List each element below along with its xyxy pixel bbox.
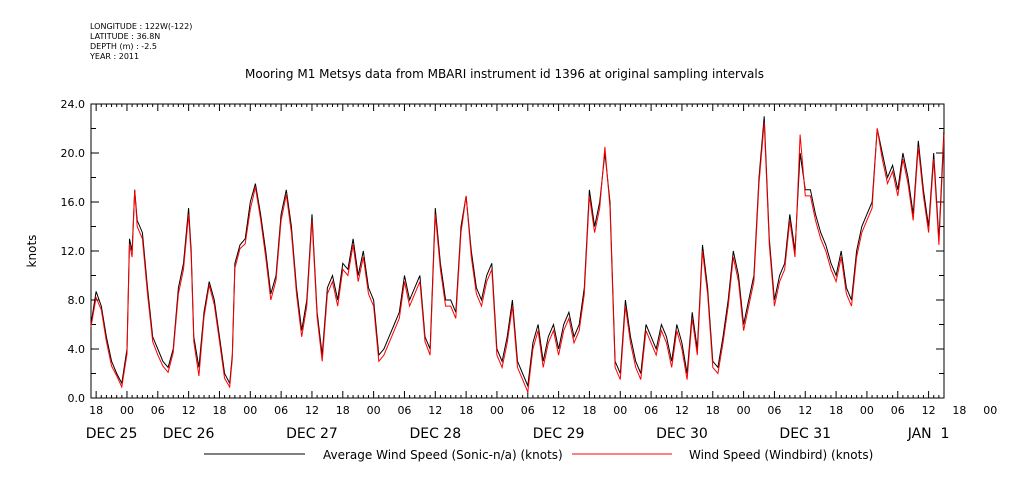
x-hour-label: 18 <box>582 404 596 417</box>
x-hour-label: 12 <box>552 404 566 417</box>
x-date-label: DEC 25 <box>86 426 138 442</box>
x-hour-label: 00 <box>243 404 257 417</box>
y-tick-label: 0.0 <box>68 392 86 405</box>
depth-label: DEPTH (m) : -2.5 <box>90 42 157 51</box>
x-hour-label: 06 <box>767 404 781 417</box>
x-hour-label: 18 <box>952 404 966 417</box>
x-hour-label: 12 <box>182 404 196 417</box>
x-hour-label: 18 <box>829 404 843 417</box>
x-hour-label: 06 <box>397 404 411 417</box>
y-tick-label: 24.0 <box>61 98 86 111</box>
metadata-block: LONGITUDE : 122W(-122) LATITUDE : 36.8N … <box>90 22 192 62</box>
y-tick-label: 16.0 <box>61 196 86 209</box>
x-date-label: DEC 30 <box>656 426 708 442</box>
plot-frame <box>90 103 945 399</box>
x-hour-label: 06 <box>521 404 535 417</box>
x-hour-label: 06 <box>151 404 165 417</box>
x-hour-label: 00 <box>120 404 134 417</box>
x-hour-label: 00 <box>490 404 504 417</box>
y-tick-label: 20.0 <box>61 147 86 160</box>
x-hour-label: 00 <box>860 404 874 417</box>
x-hour-label: 06 <box>891 404 905 417</box>
x-hour-label: 00 <box>983 404 997 417</box>
series-line-windbird-wind-speed <box>90 122 945 394</box>
series-line-average-wind-speed <box>90 116 945 388</box>
y-tick-label: 12.0 <box>61 245 86 258</box>
chart-title: Mooring M1 Metsys data from MBARI instru… <box>245 67 764 81</box>
x-hour-label: 06 <box>644 404 658 417</box>
x-date-label: DEC 26 <box>163 426 215 442</box>
x-date-label: DEC 29 <box>533 426 585 442</box>
x-hour-label: 00 <box>367 404 381 417</box>
x-hour-label: 12 <box>922 404 936 417</box>
x-hour-label: 12 <box>798 404 812 417</box>
longitude-label: LONGITUDE : 122W(-122) <box>90 22 193 31</box>
x-hour-label: 00 <box>737 404 751 417</box>
x-hour-label: 18 <box>212 404 226 417</box>
x-date-label: DEC 31 <box>779 426 831 442</box>
y-tick-label: 8.0 <box>68 294 86 307</box>
y-tick-label: 4.0 <box>68 343 86 356</box>
latitude-label: LATITUDE : 36.8N <box>90 32 161 41</box>
x-date-label: JAN 1 <box>907 426 950 442</box>
x-hour-label: 18 <box>336 404 350 417</box>
x-hour-label: 06 <box>274 404 288 417</box>
x-hour-label: 18 <box>89 404 103 417</box>
x-hour-label: 00 <box>613 404 627 417</box>
x-hour-label: 18 <box>706 404 720 417</box>
legend-label-windbird: Wind Speed (Windbird) (knots) <box>689 448 873 462</box>
legend-label-average: Average Wind Speed (Sonic-n/a) (knots) <box>323 448 563 462</box>
x-hour-label: 18 <box>459 404 473 417</box>
x-hour-label: 12 <box>428 404 442 417</box>
x-hour-label: 12 <box>675 404 689 417</box>
x-hour-label: 12 <box>305 404 319 417</box>
y-axis-label: knots <box>25 235 39 268</box>
x-date-label: DEC 28 <box>409 426 461 442</box>
x-date-label: DEC 27 <box>286 426 338 442</box>
year-label: YEAR : 2011 <box>90 52 140 61</box>
